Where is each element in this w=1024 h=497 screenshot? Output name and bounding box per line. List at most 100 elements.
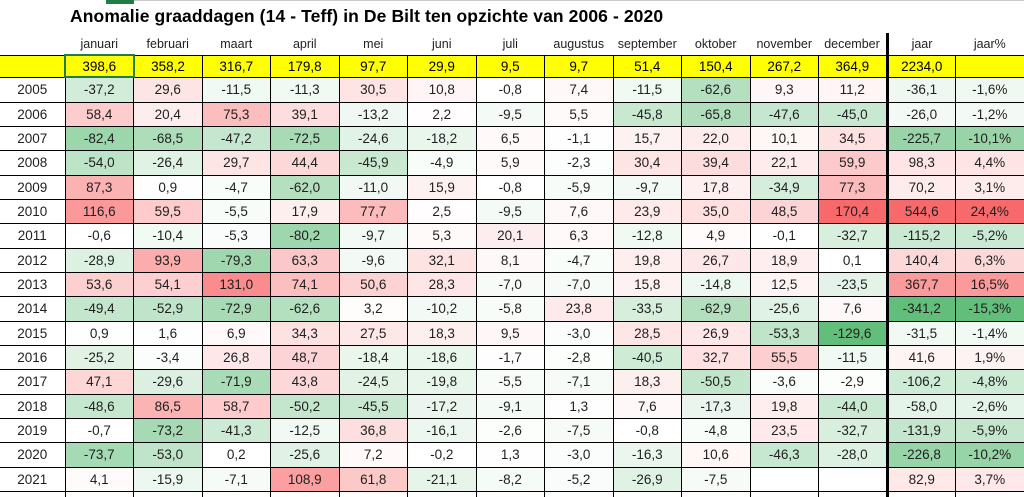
cell-2010-april[interactable]: 17,9: [270, 198, 340, 225]
cell-2011-juni[interactable]: 5,3: [407, 223, 477, 249]
cell-2010-november[interactable]: 48,5: [749, 198, 819, 225]
row-year-2017[interactable]: 2017: [0, 369, 66, 395]
cell-2019-augustus[interactable]: -7,5: [544, 417, 614, 444]
cell-2006-augustus[interactable]: 5,5: [544, 101, 614, 127]
column-header-november[interactable]: november: [756, 36, 813, 51]
cell-2006-september[interactable]: -45,8: [612, 101, 682, 127]
cell-2015-augustus[interactable]: -3,0: [544, 320, 614, 346]
normals-row-label[interactable]: [0, 54, 66, 78]
cell-2019-maart[interactable]: -41,3: [201, 417, 271, 444]
normals-cell-december[interactable]: 364,9: [818, 54, 888, 78]
cell-2020-jaar[interactable]: -226,8: [885, 442, 956, 468]
cell-2021-januari[interactable]: 4,1: [64, 466, 134, 493]
cell-2015-maart[interactable]: 6,9: [201, 320, 271, 346]
cell-2019-januari[interactable]: -0,7: [64, 417, 134, 444]
cell-2007-jaar[interactable]: -225,7: [885, 125, 956, 152]
cell-2017-januari[interactable]: 47,1: [64, 369, 134, 395]
cell-2013-maart[interactable]: 131,0: [201, 271, 271, 298]
cell-2007-mei[interactable]: -24,6: [338, 125, 408, 152]
cell-2019-oktober[interactable]: -4,8: [681, 417, 751, 444]
normals-cell-februari[interactable]: 358,2: [133, 54, 203, 78]
cell-2015-december[interactable]: -129,6: [818, 320, 888, 346]
cell-2016-februari[interactable]: -3,4: [133, 344, 203, 371]
cell-2019-september[interactable]: -0,8: [612, 417, 682, 444]
cell-2005-oktober[interactable]: -62,6: [681, 76, 751, 103]
column-header-oktober[interactable]: oktober: [694, 36, 737, 51]
cell-2021-november[interactable]: [749, 466, 819, 493]
cell-2009-december[interactable]: 77,3: [818, 174, 888, 200]
cell-2021-oktober[interactable]: -7,5: [681, 466, 751, 493]
row-year-2011[interactable]: 2011: [0, 223, 66, 249]
column-header-december[interactable]: december: [824, 36, 880, 51]
cell-2010-mei[interactable]: 77,7: [338, 198, 408, 225]
cell-2020-januari[interactable]: -73,7: [64, 442, 134, 468]
normals-cell-jaar[interactable]: 2234,0: [885, 54, 956, 78]
cell-2017-jaar[interactable]: -106,2: [885, 369, 956, 395]
cell-2012-november[interactable]: 18,9: [749, 247, 819, 273]
cell-2005-september[interactable]: -11,5: [612, 76, 682, 103]
cell-2011-augustus[interactable]: 6,3: [544, 223, 614, 249]
cell-2008-december[interactable]: 59,9: [818, 150, 888, 176]
cell-2006-maart[interactable]: 75,3: [201, 101, 271, 127]
cell-2005-mei[interactable]: 30,5: [338, 76, 408, 103]
row-year-2014[interactable]: 2014: [0, 296, 66, 322]
cell-2007-september[interactable]: 15,7: [612, 125, 682, 152]
cell-2005-november[interactable]: 9,3: [749, 76, 819, 103]
row-year-2016[interactable]: 2016: [0, 344, 66, 371]
cell-2021-december[interactable]: [818, 466, 888, 493]
cell-2010-januari[interactable]: 116,6: [64, 198, 134, 225]
cell-2011-november[interactable]: -0,1: [749, 223, 819, 249]
cell-2020-maart[interactable]: 0,2: [201, 442, 271, 468]
cell-2011-december[interactable]: -32,7: [818, 223, 888, 249]
cell-2010-oktober[interactable]: 35,0: [681, 198, 751, 225]
cell-2014-juli[interactable]: -5,8: [475, 296, 545, 322]
cell-2009-september[interactable]: -9,7: [612, 174, 682, 200]
cell-2012-juni[interactable]: 32,1: [407, 247, 477, 273]
cell-2020-jaar-pct[interactable]: -10,2%: [955, 442, 1024, 468]
cell-2010-september[interactable]: 23,9: [612, 198, 682, 225]
cell-2014-maart[interactable]: -72,9: [201, 296, 271, 322]
cell-2009-maart[interactable]: -4,7: [201, 174, 271, 200]
cell-2008-april[interactable]: 44,4: [270, 150, 340, 176]
cell-2016-juli[interactable]: -1,7: [475, 344, 545, 371]
cell-2008-juli[interactable]: 5,9: [475, 150, 545, 176]
cell-2018-jaar[interactable]: -58,0: [885, 393, 956, 419]
cell-2010-februari[interactable]: 59,5: [133, 198, 203, 225]
cell-2008-jaar[interactable]: 98,3: [885, 150, 956, 176]
normals-cell-april[interactable]: 179,8: [270, 54, 340, 78]
cell-2007-december[interactable]: 34,5: [818, 125, 888, 152]
cell-2006-april[interactable]: 39,1: [270, 101, 340, 127]
cell-2012-oktober[interactable]: 26,7: [681, 247, 751, 273]
cell-2014-november[interactable]: -25,6: [749, 296, 819, 322]
row-year-2015[interactable]: 2015: [0, 320, 66, 346]
normals-cell-jaar-pct[interactable]: [955, 54, 1024, 78]
cell-2017-jaar-pct[interactable]: -4,8%: [955, 369, 1024, 395]
cell-2011-april[interactable]: -80,2: [270, 223, 340, 249]
cell-2021-jaar[interactable]: 82,9: [885, 466, 956, 493]
cell-2008-augustus[interactable]: -2,3: [544, 150, 614, 176]
cell-2013-juli[interactable]: -7,0: [475, 271, 545, 298]
cell-2014-augustus[interactable]: 23,8: [544, 296, 614, 322]
cell-2008-juni[interactable]: -4,9: [407, 150, 477, 176]
cell-2012-januari[interactable]: -28,9: [64, 247, 134, 273]
cell-2020-december[interactable]: -28,0: [818, 442, 888, 468]
cell-2017-juli[interactable]: -5,5: [475, 369, 545, 395]
cell-2021-juni[interactable]: -21,1: [407, 466, 477, 493]
cell-2008-jaar-pct[interactable]: 4,4%: [955, 150, 1024, 176]
cell-2006-januari[interactable]: 58,4: [64, 101, 134, 127]
cell-2010-juni[interactable]: 2,5: [407, 198, 477, 225]
cell-2020-april[interactable]: -25,6: [270, 442, 340, 468]
row-year-2006[interactable]: 2006: [0, 101, 66, 127]
cell-2014-juni[interactable]: -10,2: [407, 296, 477, 322]
cell-2009-februari[interactable]: 0,9: [133, 174, 203, 200]
normals-cell-januari[interactable]: 398,6: [64, 54, 135, 78]
cell-2019-april[interactable]: -12,5: [270, 417, 340, 444]
cell-2015-jaar[interactable]: -31,5: [885, 320, 956, 346]
cell-2006-december[interactable]: -45,0: [818, 101, 888, 127]
cell-2013-juni[interactable]: 28,3: [407, 271, 477, 298]
normals-cell-juli[interactable]: 9,5: [475, 54, 545, 78]
row-year-2013[interactable]: 2013: [0, 271, 66, 298]
cell-2009-jaar-pct[interactable]: 3,1%: [955, 174, 1024, 200]
cell-2013-oktober[interactable]: -14,8: [681, 271, 751, 298]
cell-2011-jaar[interactable]: -115,2: [885, 223, 956, 249]
